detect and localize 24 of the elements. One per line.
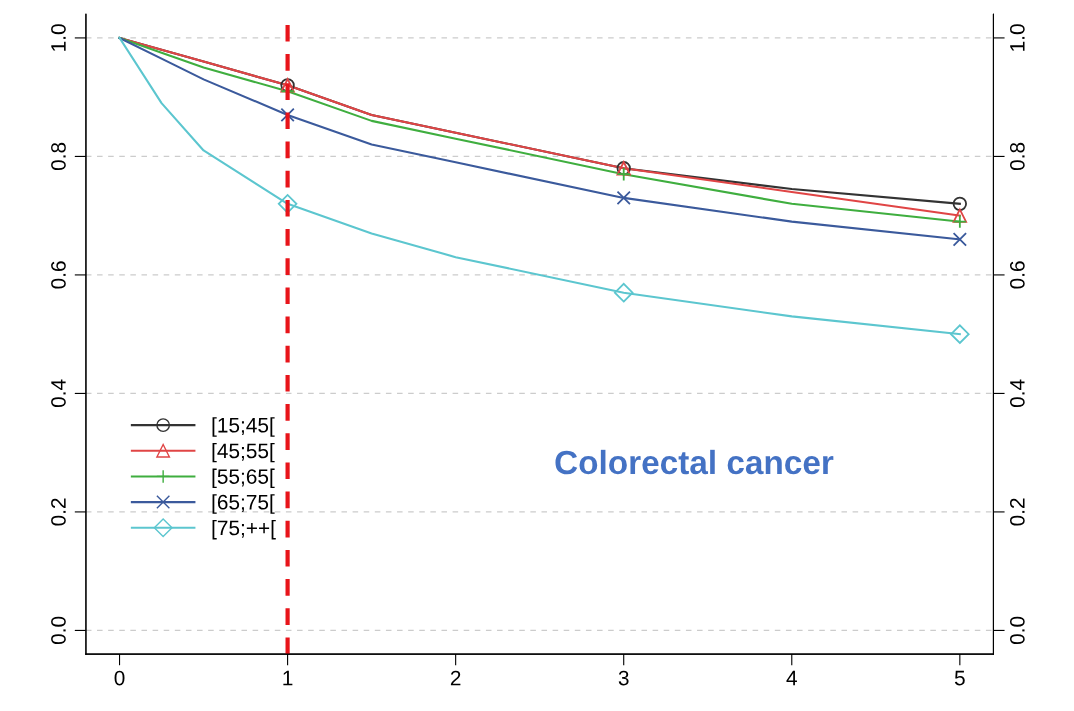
legend-label: [65;75[ (212, 494, 275, 514)
y-tick-label: 0.0 (51, 616, 66, 645)
legend-label: [45;55[ (212, 442, 275, 463)
x-tick-label: 3 (618, 670, 629, 686)
y2-tick-label: 1.0 (1009, 24, 1025, 51)
y2-tick-label: 0.6 (1009, 261, 1025, 289)
annotation: Colorectal cancer (555, 449, 834, 475)
x-tick-label: 0 (114, 670, 125, 686)
x-tick-label: 2 (450, 670, 461, 686)
legend-label: [75;++[ (212, 519, 276, 540)
legend-label: [15;45[ (212, 417, 275, 437)
y2-tick-label: 0.0 (1009, 616, 1025, 645)
y-tick-label: 0.2 (51, 498, 66, 526)
y-tick-label: 0.8 (51, 142, 66, 171)
y-tick-label: 0.4 (51, 379, 66, 408)
legend-label: [55;65[ (212, 468, 275, 489)
y-tick-label: 1.0 (51, 24, 66, 51)
y2-tick-label: 0.8 (1009, 142, 1025, 171)
y-tick-label: 0.6 (51, 261, 66, 289)
x-tick-label: 4 (786, 670, 797, 686)
y2-tick-label: 0.4 (1009, 379, 1025, 408)
x-tick-label: 5 (954, 670, 965, 686)
y2-tick-label: 0.2 (1009, 498, 1025, 526)
x-tick-label: 1 (283, 670, 293, 686)
